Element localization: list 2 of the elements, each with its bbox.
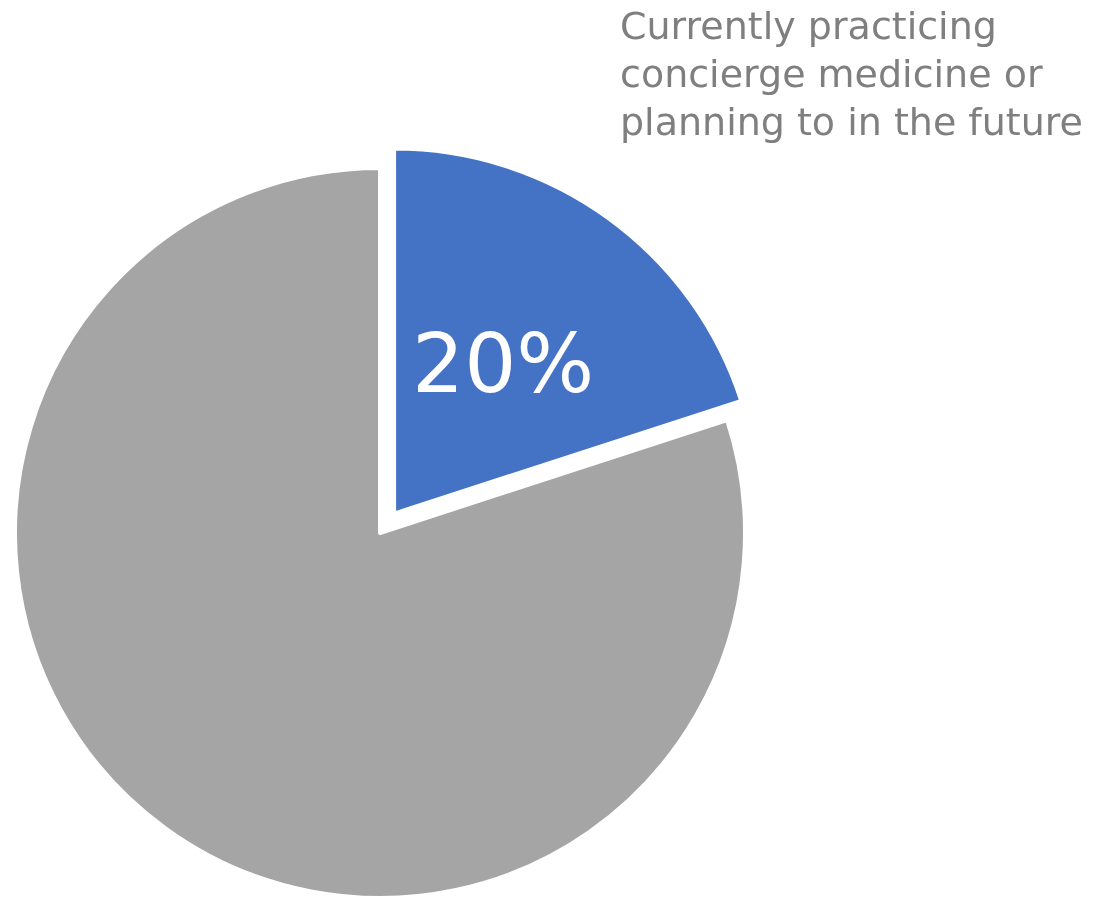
data-label: 20%: [412, 316, 595, 412]
slice-label: Currently practicing concierge medicine or planning to in the future: [620, 4, 1083, 144]
